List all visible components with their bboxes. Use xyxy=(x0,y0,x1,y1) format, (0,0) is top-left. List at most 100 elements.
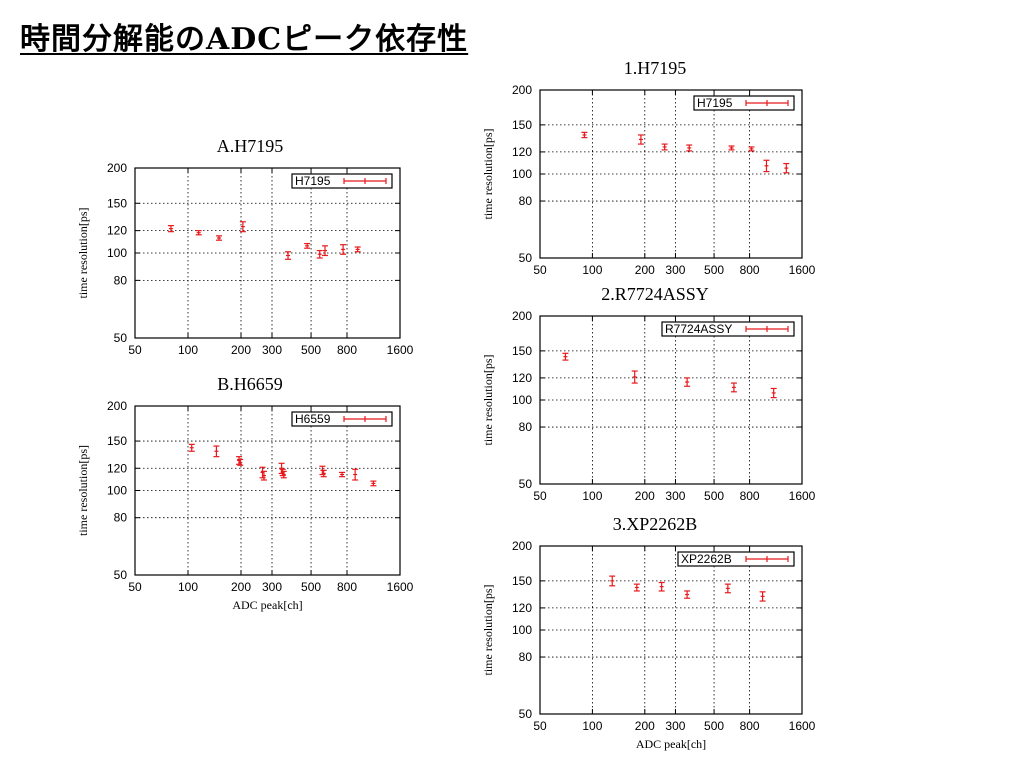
data-point xyxy=(724,583,731,594)
data-point xyxy=(339,471,346,478)
data-point xyxy=(658,581,665,592)
legend-label: R7724ASSY xyxy=(665,322,732,336)
x-tick-label: 1600 xyxy=(387,343,414,357)
x-tick-label: 100 xyxy=(582,719,602,733)
y-tick-label: 120 xyxy=(512,601,532,615)
y-tick-label: 100 xyxy=(512,167,532,181)
data-point xyxy=(316,249,323,259)
chart-b-plot: 50 100 200 300 500 800 1600 50 80 100 120 150 200 tim… xyxy=(76,399,414,612)
x-tick-label: 50 xyxy=(533,719,547,733)
x-tick-label: 50 xyxy=(128,343,142,357)
data-point xyxy=(237,458,244,466)
data-point xyxy=(631,370,638,384)
x-tick-label: 500 xyxy=(704,263,724,277)
data-point xyxy=(370,480,377,487)
x-tick-label: 50 xyxy=(533,489,547,503)
plot-frame xyxy=(539,315,803,485)
x-tick-label: 200 xyxy=(635,489,655,503)
legend-box xyxy=(677,551,795,567)
y-axis-label: time resolution[ps] xyxy=(481,355,495,446)
chart-title: 2.R7724ASSY xyxy=(601,284,709,304)
data-point xyxy=(684,590,691,599)
y-tick-label: 150 xyxy=(512,344,532,358)
y-tick-label: 120 xyxy=(512,145,532,159)
data-point xyxy=(354,246,361,253)
y-tick-label: 80 xyxy=(114,511,128,525)
chart-title: B.H6659 xyxy=(217,374,283,394)
y-axis-label: time resolution[ps] xyxy=(76,208,90,299)
plot-frame xyxy=(539,89,803,259)
y-tick-label: 150 xyxy=(107,434,127,448)
data-point xyxy=(320,469,327,478)
page-title: 時間分解能のADCピーク依存性 xyxy=(20,22,469,57)
y-tick-label: 50 xyxy=(519,477,533,491)
data-point xyxy=(783,162,790,174)
x-axis-label: ADC peak[ch] xyxy=(636,737,706,751)
data-point xyxy=(748,146,755,152)
legend-label: H6559 xyxy=(295,412,331,426)
x-tick-label: 200 xyxy=(231,343,251,357)
x-axis-label: ADC peak[ch] xyxy=(232,598,302,612)
x-tick-label: 200 xyxy=(231,580,251,594)
x-tick-label: 100 xyxy=(178,580,198,594)
y-tick-label: 120 xyxy=(512,371,532,385)
chart-title: A.H7195 xyxy=(216,136,284,156)
chart-2: 2.R7724ASSY 50 100 200 300 500 800 1600 50 80 100… xyxy=(475,284,835,510)
y-axis-label: time resolution[ps] xyxy=(481,129,495,220)
x-tick-label: 300 xyxy=(665,719,685,733)
y-tick-label: 200 xyxy=(107,399,127,413)
x-tick-label: 1600 xyxy=(789,263,816,277)
y-tick-label: 100 xyxy=(512,623,532,637)
x-tick-label: 100 xyxy=(582,489,602,503)
x-tick-label: 1600 xyxy=(789,719,816,733)
legend-label: XP2262B xyxy=(681,552,732,566)
data-point xyxy=(661,143,668,151)
chart-3: 3.XP2262B 50 100 200 300 500 800 1600 50 80 100 12… xyxy=(475,514,835,762)
legend-box xyxy=(693,95,795,111)
x-tick-label: 100 xyxy=(582,263,602,277)
chart-title: 3.XP2262B xyxy=(612,514,698,534)
x-tick-label: 500 xyxy=(704,719,724,733)
data-point xyxy=(340,244,347,255)
chart-1: 1.H7195 50 100 200 300 500 800 1600 50 80 100 120 1… xyxy=(475,58,835,284)
x-tick-label: 500 xyxy=(301,580,321,594)
data-point xyxy=(637,134,644,145)
y-tick-label: 80 xyxy=(114,273,128,287)
y-tick-label: 80 xyxy=(519,650,533,664)
x-tick-label: 800 xyxy=(740,489,760,503)
chart-2-plot: 50 100 200 300 500 800 1600 50 80 100 120 150 200 tim… xyxy=(481,309,816,503)
y-tick-label: 200 xyxy=(512,539,532,553)
chart-title: 1.H7195 xyxy=(623,58,687,78)
y-tick-label: 120 xyxy=(107,461,127,475)
x-tick-label: 200 xyxy=(635,719,655,733)
data-point xyxy=(239,221,246,233)
data-point xyxy=(213,445,220,458)
y-tick-label: 120 xyxy=(107,224,127,238)
x-tick-label: 300 xyxy=(262,580,282,594)
y-tick-label: 150 xyxy=(107,196,127,210)
data-point xyxy=(684,377,691,387)
x-tick-label: 800 xyxy=(740,719,760,733)
data-point xyxy=(609,575,616,587)
y-tick-label: 100 xyxy=(512,393,532,407)
y-tick-label: 50 xyxy=(519,707,533,721)
x-tick-label: 50 xyxy=(128,580,142,594)
data-point xyxy=(759,591,766,602)
data-point xyxy=(304,242,311,249)
x-tick-label: 300 xyxy=(262,343,282,357)
legend-box xyxy=(661,321,795,337)
data-point xyxy=(728,145,735,151)
y-tick-label: 100 xyxy=(107,484,127,498)
data-point xyxy=(581,131,588,139)
x-tick-label: 200 xyxy=(635,263,655,277)
x-tick-label: 800 xyxy=(337,343,357,357)
legend-label: H7195 xyxy=(295,174,331,188)
x-tick-label: 500 xyxy=(704,489,724,503)
data-point xyxy=(285,251,292,260)
data-point xyxy=(322,245,329,257)
x-tick-label: 300 xyxy=(665,263,685,277)
y-axis-label: time resolution[ps] xyxy=(76,445,90,536)
y-tick-label: 50 xyxy=(519,251,533,265)
chart-3-plot: 50 100 200 300 500 800 1600 50 80 100 120 150 200 tim… xyxy=(481,539,816,751)
data-point xyxy=(763,159,770,173)
